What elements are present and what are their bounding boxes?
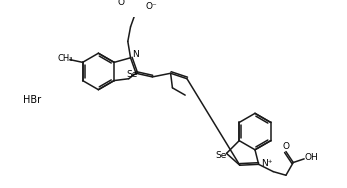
Text: CH₃: CH₃: [58, 54, 73, 63]
Text: HBr: HBr: [23, 95, 41, 105]
Text: O: O: [118, 0, 125, 7]
Text: N: N: [132, 50, 138, 59]
Text: Se: Se: [127, 70, 138, 79]
Text: O: O: [282, 142, 289, 151]
Text: OH: OH: [305, 153, 318, 162]
Text: Se: Se: [215, 151, 227, 160]
Text: N⁺: N⁺: [261, 159, 273, 168]
Text: O⁻: O⁻: [146, 2, 157, 11]
